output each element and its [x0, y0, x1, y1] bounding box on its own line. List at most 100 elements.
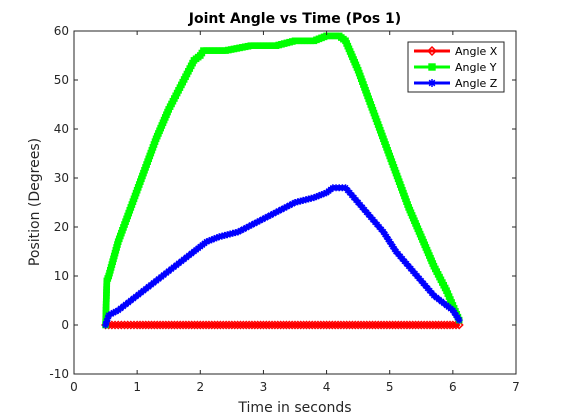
legend-item: Angle Y	[414, 61, 497, 74]
series-markers	[102, 184, 463, 329]
data-point	[248, 221, 256, 229]
x-axis-label: Time in seconds	[237, 400, 351, 416]
data-point	[144, 320, 154, 330]
data-point	[116, 320, 126, 330]
x-tick-label: 2	[196, 380, 204, 394]
data-point	[320, 190, 328, 198]
data-point	[126, 320, 136, 330]
data-point	[455, 316, 463, 324]
data-point	[244, 320, 254, 330]
data-point	[286, 201, 294, 209]
data-point	[373, 320, 383, 330]
data-point	[316, 320, 326, 330]
data-point	[258, 320, 268, 330]
y-tick-label: 0	[61, 318, 69, 332]
data-point	[135, 320, 145, 330]
data-point	[399, 320, 409, 330]
data-point	[149, 320, 159, 330]
data-point	[431, 320, 441, 330]
data-point	[408, 320, 418, 330]
data-point	[388, 320, 398, 330]
y-tick-label: 20	[54, 220, 69, 234]
data-point	[253, 218, 261, 226]
legend-marker	[428, 79, 436, 87]
data-point	[304, 320, 314, 330]
data-point	[356, 320, 366, 330]
data-point	[201, 320, 211, 330]
data-point	[448, 320, 458, 330]
data-point	[422, 320, 432, 330]
data-point	[436, 320, 446, 330]
data-point	[132, 320, 142, 330]
data-point	[178, 320, 188, 330]
data-point	[109, 309, 117, 317]
data-point	[347, 320, 357, 330]
data-point	[269, 210, 277, 218]
data-point	[362, 320, 372, 330]
data-point	[250, 320, 260, 330]
data-point	[112, 308, 120, 316]
data-point	[210, 320, 220, 330]
data-point	[344, 320, 355, 330]
data-point	[278, 320, 289, 330]
data-point	[370, 320, 380, 330]
data-point	[283, 203, 291, 211]
data-point	[259, 215, 267, 223]
data-point	[333, 320, 343, 330]
data-point	[205, 237, 213, 245]
data-point	[169, 320, 180, 330]
data-point	[336, 320, 346, 330]
data-point	[287, 320, 297, 330]
data-point	[288, 200, 296, 208]
data-point	[365, 320, 375, 330]
data-point	[330, 320, 340, 330]
data-point	[102, 321, 110, 329]
data-point	[234, 228, 242, 236]
data-point	[247, 320, 257, 330]
data-point	[261, 214, 269, 222]
data-point	[233, 320, 243, 330]
data-point	[385, 320, 395, 330]
data-point	[237, 227, 245, 234]
data-point	[367, 320, 378, 330]
data-point	[454, 320, 464, 330]
data-point	[318, 191, 326, 199]
data-point	[413, 320, 423, 330]
series-markers	[101, 320, 464, 330]
data-point	[439, 320, 449, 330]
data-point	[339, 320, 349, 330]
y-tick-label: 60	[54, 24, 69, 38]
data-point	[442, 320, 452, 330]
data-point	[212, 320, 223, 330]
data-point	[307, 320, 317, 330]
data-point	[281, 320, 291, 330]
data-point	[396, 320, 406, 330]
data-point	[451, 320, 461, 330]
data-point	[104, 314, 112, 322]
data-point	[275, 207, 283, 215]
data-point	[107, 320, 117, 330]
data-point	[198, 320, 208, 330]
data-point	[103, 318, 111, 326]
data-point	[158, 320, 168, 330]
data-point	[433, 320, 444, 330]
data-point	[359, 320, 369, 330]
data-point	[221, 320, 231, 330]
data-point	[296, 320, 306, 330]
legend: Angle X Angle Y Angle Z	[407, 41, 505, 93]
data-point	[267, 211, 275, 219]
data-point	[301, 320, 312, 330]
data-point	[428, 320, 438, 330]
x-tick-label: 0	[70, 380, 78, 394]
x-tick-label: 6	[449, 380, 457, 394]
data-point	[242, 224, 250, 232]
data-point	[184, 320, 194, 330]
data-point	[342, 320, 352, 330]
data-point	[315, 192, 323, 200]
legend-label: Angle Z	[455, 77, 498, 90]
data-point	[141, 320, 151, 330]
y-tick-label: 50	[54, 73, 69, 87]
data-point	[272, 208, 280, 216]
